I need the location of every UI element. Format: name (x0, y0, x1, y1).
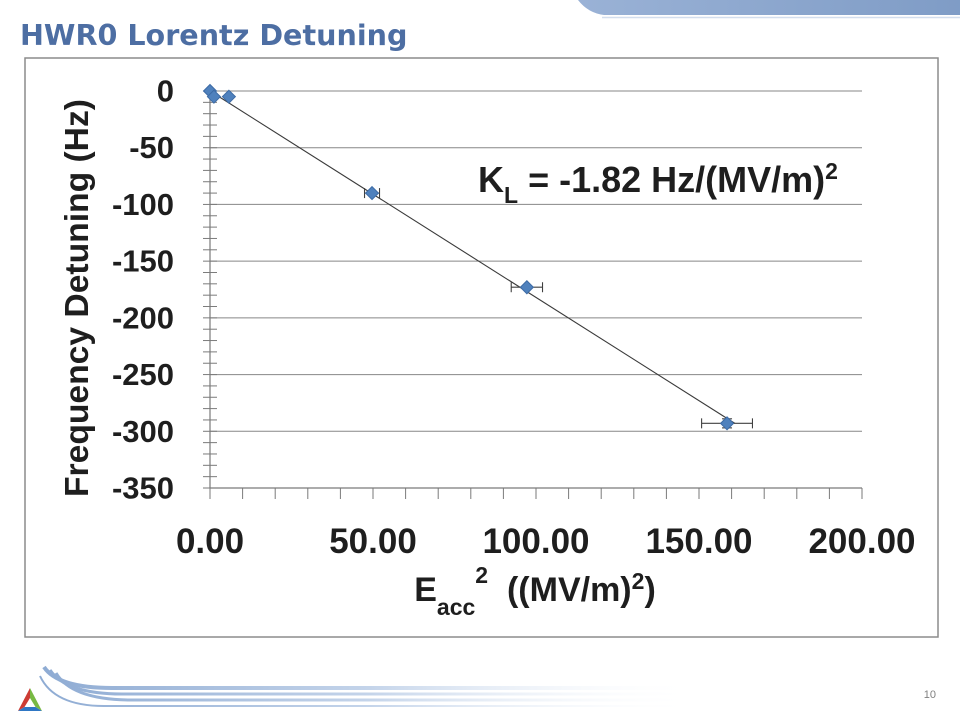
footer-stripe (39, 675, 700, 707)
y-tick-label: -250 (112, 357, 174, 392)
trendline-layer (209, 90, 736, 424)
kl-annotation-subscript: L (504, 182, 518, 208)
page-number: 10 (924, 689, 936, 701)
kl-annotation-superscript: 2 (825, 158, 838, 184)
slide-title: HWR0 Lorentz Detuning (20, 18, 407, 52)
kl-annotation: KL = -1.82 Hz/(MV/m)2 (478, 158, 838, 208)
data-point (221, 89, 237, 104)
data-point (519, 280, 535, 295)
y-tick-label: -150 (112, 244, 174, 279)
x-tick-label: 100.00 (482, 522, 589, 561)
y-axis-title: Frequency Detuning (Hz) (58, 99, 95, 497)
y-tick-label: -300 (112, 414, 174, 449)
data-points (202, 83, 735, 431)
logo-left-segment (18, 688, 30, 711)
logo-bottom-segment (18, 707, 42, 711)
y-tick-label: -100 (112, 187, 174, 222)
x-axis-title-units: ((MV/m) (488, 571, 632, 609)
data-point (206, 89, 222, 104)
y-tick-label: 0 (157, 74, 174, 109)
y-tick-label: -350 (112, 471, 174, 506)
x-axis-title-end: ) (644, 571, 655, 609)
x-axis-title-base: E (414, 571, 437, 609)
triangle-logo-icon (18, 688, 42, 711)
logo-right-segment (30, 688, 42, 711)
kl-annotation-base: K (478, 159, 504, 200)
y-tick-labels: 0 -50 -100 -150 -200 -250 -300 -350 (112, 74, 174, 506)
x-tick-label: 200.00 (808, 522, 915, 561)
x-tick-labels: 0.00 50.00 100.00 150.00 200.00 (176, 522, 916, 561)
x-tick-label: 0.00 (176, 522, 244, 561)
y-tick-label: -200 (112, 300, 174, 335)
x-tick-label: 150.00 (645, 522, 752, 561)
footer-stripes (39, 665, 700, 707)
data-point (719, 416, 735, 431)
header-band (578, 0, 960, 19)
x-axis-title-superscript: 2 (475, 562, 488, 588)
footer-stripe (54, 672, 700, 702)
header-band-shape (578, 0, 960, 15)
y-tick-label: -50 (129, 130, 174, 165)
data-point (364, 185, 380, 201)
x-axis-title: Eacc 2 ((MV/m)2) (414, 562, 656, 620)
footer-stripe (48, 669, 700, 696)
x-axis-title-units-superscript: 2 (632, 568, 645, 594)
kl-annotation-value: = -1.82 Hz/(MV/m) (518, 159, 825, 200)
x-axis-title-subscript: acc (437, 594, 476, 620)
x-tick-label: 50.00 (329, 522, 417, 561)
footer-stripe (42, 665, 700, 690)
trendline (209, 90, 736, 424)
chart-frame (24, 57, 939, 638)
